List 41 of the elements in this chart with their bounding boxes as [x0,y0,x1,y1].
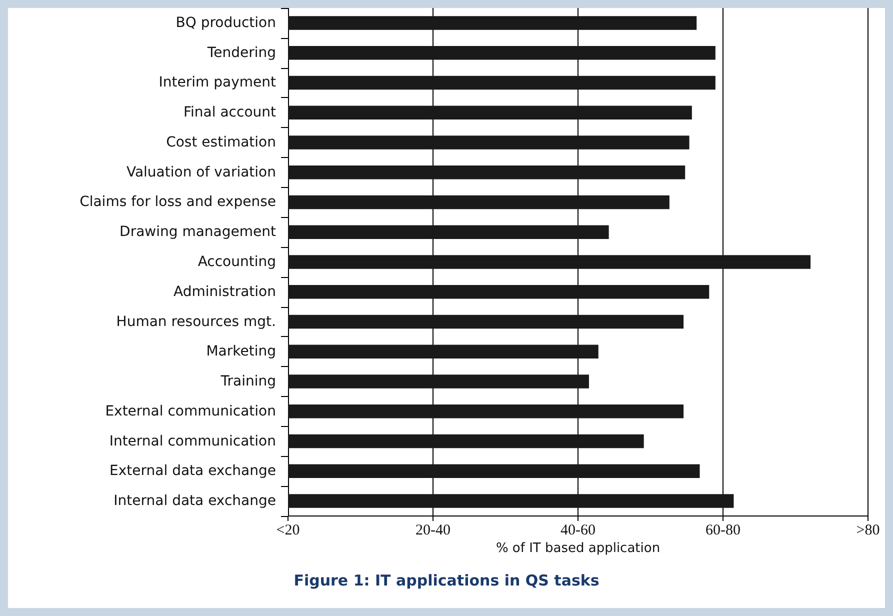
bar [288,106,692,120]
y-tick-label: Training [220,374,276,390]
bar [288,165,686,180]
text: Figure 1: IT applications in QS tasks [294,572,600,590]
y-tick-label: Valuation of variation [126,164,276,180]
y-tick-label: External communication [105,403,276,420]
bar [288,404,684,418]
text: <20 [276,522,300,538]
text: >80 [856,522,880,538]
y-tick-label: Marketing [206,344,276,360]
y-tick-label: Final account [184,104,276,121]
text: 20-40 [416,522,450,538]
y-tick-label: External data exchange [110,463,276,480]
text: 40-60 [560,522,596,538]
y-tick-label: Claims for loss and expense [80,194,276,210]
bar [288,314,684,329]
y-tick-label: Drawing management [120,224,277,240]
y-tick-label: BQ production [176,14,276,31]
bar [288,285,710,299]
y-tick-label: Internal communication [109,433,276,450]
bar [288,494,734,508]
text: 60-80 [706,522,740,538]
bar [288,46,716,60]
bar [288,136,690,150]
bar [288,195,670,210]
y-tick-label: Interim payment [158,74,277,91]
x-axis-title: % of IT based application [496,541,660,556]
y-tick-label: Administration [174,284,276,300]
bar [288,464,700,478]
y-tick-label: Accounting [198,254,276,270]
y-tick-label: Internal data exchange [114,493,276,510]
bar [288,76,716,90]
bar [288,16,697,30]
bar [288,255,811,269]
y-tick-label: Tendering [206,44,276,61]
bar [288,374,589,388]
bar [288,225,609,239]
bar [288,434,644,448]
bar [288,344,598,359]
y-tick-label: Cost estimation [166,134,276,150]
y-tick-label: Human resources mgt. [116,314,276,330]
